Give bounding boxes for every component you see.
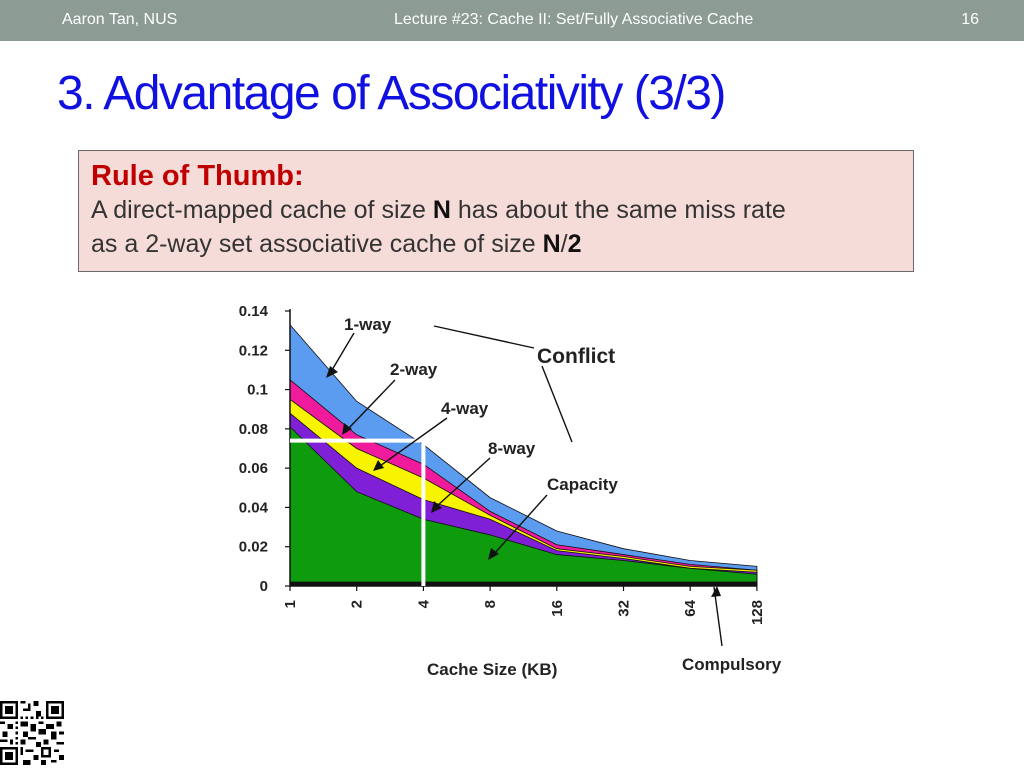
arrow-1-way — [331, 332, 355, 371]
x-tick-label: 2 — [349, 600, 366, 608]
arrowhead-8-way — [431, 501, 442, 513]
rule-heading: Rule of Thumb: — [91, 160, 304, 192]
arrowhead-capacity — [488, 548, 499, 560]
arrowhead-4-way — [373, 460, 384, 471]
x-tick-label: 16 — [549, 600, 566, 617]
chart-axes: 0 0.02 0.04 0.06 0.08 0.1 0.12 0.14 1 2 4 8 16 32 64 12… — [239, 303, 766, 625]
arrow-8-way — [436, 457, 491, 507]
label-capacity: Capacity — [547, 475, 618, 494]
label-8-way: 8-way — [488, 439, 536, 458]
label-conflict: Conflict — [537, 345, 615, 368]
label-4-way: 4-way — [441, 399, 489, 418]
header-author: Aaron Tan, NUS — [62, 11, 178, 28]
rule-of-thumb-box: Rule of Thumb: A direct-mapped cache of … — [78, 150, 914, 272]
rule-line-1: A direct-mapped cache of size N has abou… — [91, 193, 901, 227]
y-tick-label: 0.02 — [239, 539, 268, 556]
y-tick-label: 0.06 — [239, 460, 268, 477]
compulsory-pointer-line — [713, 586, 723, 647]
y-tick-label: 0 — [260, 578, 268, 595]
arrow-2-way — [347, 379, 396, 430]
y-tick-label: 0.14 — [239, 303, 269, 320]
y-tick-label: 0.04 — [239, 499, 269, 516]
compulsory-arrowhead — [711, 586, 721, 597]
y-tick-label: 0.1 — [247, 382, 268, 399]
y-tick-label: 0.08 — [239, 421, 268, 438]
x-tick-label: 4 — [415, 599, 432, 608]
conflict-pointer-line — [541, 365, 573, 443]
x-tick-label: 32 — [616, 600, 633, 617]
rule-line-1-c: has about the same miss rate — [450, 196, 786, 224]
header-page-number: 16 — [961, 11, 979, 28]
x-tick-label: 128 — [749, 600, 766, 625]
chart-annotations: 1-way 2-way 4-way 8-way Capacity Conflic… — [326, 315, 782, 679]
header-bar: Aaron Tan, NUS Lecture #23: Cache II: Se… — [0, 0, 1024, 41]
rule-line-2-d: 2 — [567, 230, 582, 258]
arrowhead-1-way — [326, 366, 338, 378]
header-lecture-title: Lecture #23: Cache II: Set/Fully Associa… — [394, 11, 754, 28]
x-tick-label: 1 — [282, 600, 299, 608]
conflict-pointer-line — [433, 325, 535, 349]
rule-line-1-a: A direct-mapped cache of size — [91, 196, 433, 224]
arrow-4-way — [379, 417, 448, 467]
rule-line-1-b: N — [432, 196, 451, 224]
rule-line-2-a: as a 2-way set associative cache of size — [91, 230, 543, 258]
miss-rate-chart: 0 0.02 0.04 0.06 0.08 0.1 0.12 0.14 1 2 4 8 16 32 64 12… — [239, 303, 782, 679]
rule-line-2: as a 2-way set associative cache of size… — [91, 227, 901, 261]
arrow-capacity — [493, 494, 548, 555]
x-axis-label: Cache Size (KB) — [427, 660, 557, 679]
label-2-way: 2-way — [390, 360, 438, 379]
y-tick-label: 0.12 — [239, 342, 268, 359]
arrowhead-2-way — [342, 423, 352, 435]
slide-title: 3. Advantage of Associativity (3/3) — [57, 67, 726, 120]
rule-line-2-b: N — [542, 230, 561, 258]
label-compulsory: Compulsory — [682, 655, 782, 674]
x-tick-label: 64 — [682, 599, 699, 616]
chart-highlight-lines — [290, 438, 426, 586]
rule-line-2-c: / — [560, 230, 568, 258]
label-1-way: 1-way — [344, 315, 392, 334]
x-tick-label: 8 — [482, 600, 499, 608]
qr-code-icon — [0, 701, 64, 765]
